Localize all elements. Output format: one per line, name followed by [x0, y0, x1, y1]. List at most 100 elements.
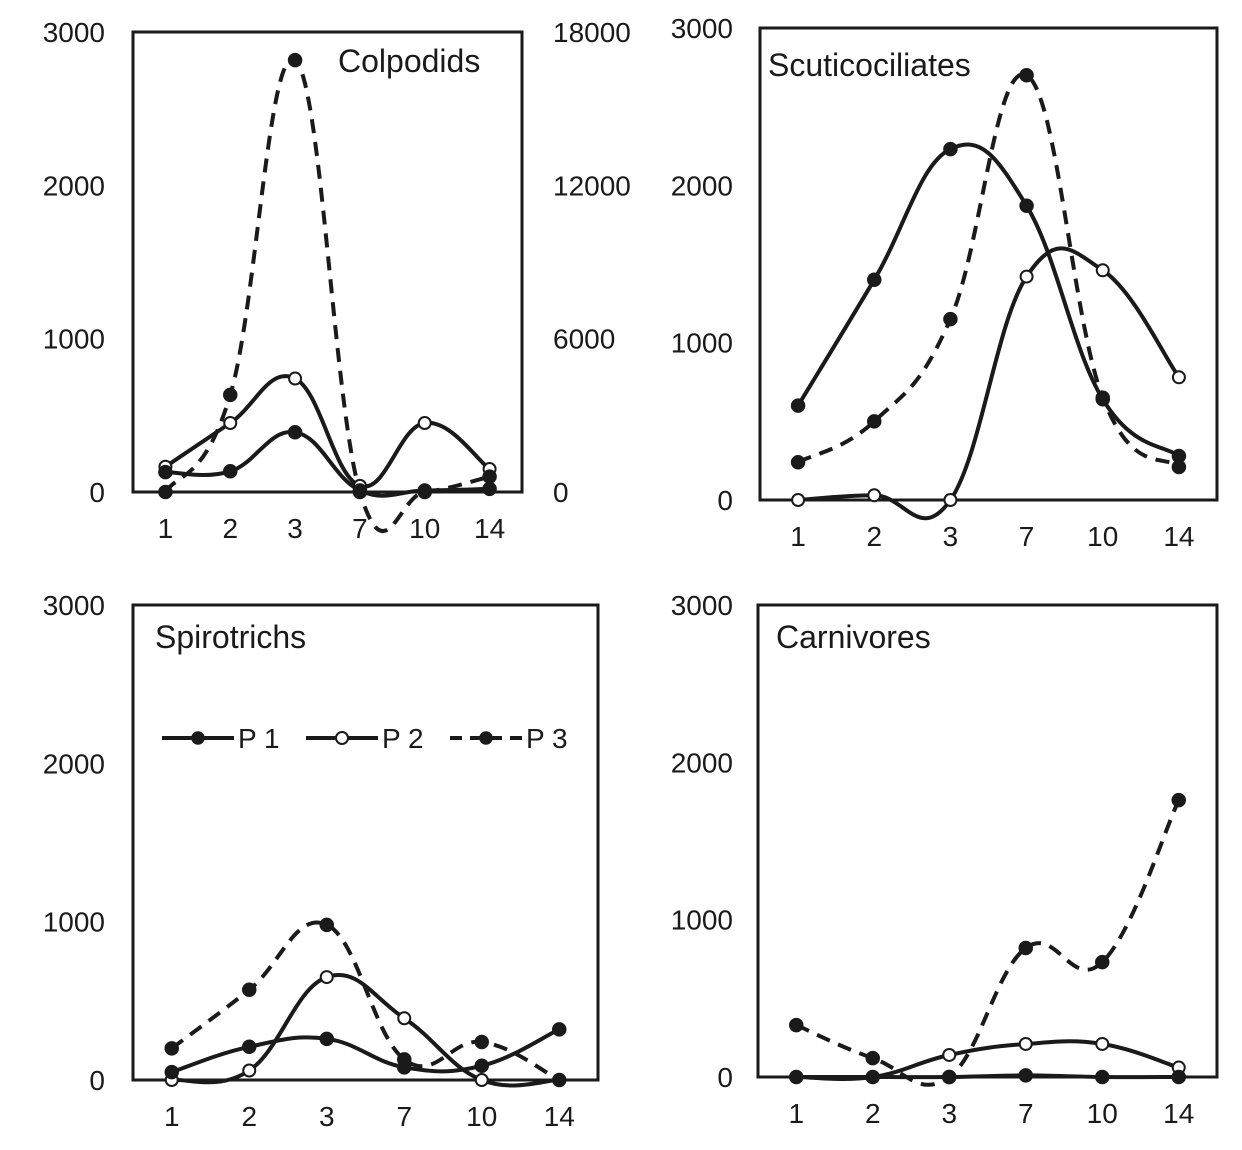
panel-carnivores: Carnivores 0 1000 2000 3000 1 2 3 7 10 14: [671, 590, 1219, 1129]
data-point-p-3: [287, 52, 303, 68]
data-point-p-2: [1095, 263, 1110, 278]
y-tick-label: 2000: [671, 170, 733, 201]
legend-label-p-3: P 3: [526, 723, 568, 754]
data-point-p-1: [552, 1022, 567, 1037]
y-tick-label: 1000: [671, 328, 733, 359]
y2-tick-label: 12000: [553, 170, 631, 201]
x-tick-label: 2: [222, 513, 238, 544]
y-tick-label: 0: [89, 477, 105, 508]
data-point-p-3: [352, 484, 368, 500]
y-tick-label: 3000: [43, 17, 105, 48]
data-point-p-3: [1018, 940, 1033, 956]
data-point-p-1: [287, 424, 303, 440]
series-line-p-3: [797, 72, 1181, 469]
y-tick-label: 0: [717, 485, 733, 516]
x-tick-label: 1: [790, 521, 806, 552]
x-tick-label: 7: [352, 513, 368, 544]
data-point-p-3: [942, 1069, 957, 1085]
plot-frame: [131, 603, 600, 1082]
data-point-p-2: [242, 1063, 257, 1078]
data-point-p-2: [942, 1047, 957, 1062]
x-tick-label: 2: [865, 1098, 881, 1129]
data-point-p-3: [242, 982, 257, 997]
panel-title: Spirotrichs: [155, 619, 306, 655]
data-point-p-3: [397, 1052, 412, 1067]
data-point-p-1: [943, 141, 958, 157]
data-point-p-2: [1095, 1036, 1110, 1051]
data-point-p-3: [319, 917, 334, 933]
data-point-p-2: [223, 416, 238, 430]
data-point-p-1: [242, 1039, 257, 1054]
data-point-p-3: [865, 1050, 880, 1066]
data-point-p-3: [1171, 792, 1186, 808]
x-tick-label: 7: [1018, 1098, 1034, 1129]
data-point-p-3: [223, 387, 238, 403]
legend-label-p-1: P 1: [238, 723, 280, 754]
data-point-p-1: [223, 464, 238, 479]
data-point-p-3: [1095, 954, 1110, 970]
data-point-p-1: [482, 481, 497, 497]
series-line-p-2: [794, 1039, 1181, 1081]
data-point-p-1: [474, 1058, 489, 1073]
data-point-p-3: [790, 454, 806, 470]
x-tick-label: 10: [1087, 1098, 1118, 1129]
data-point-p-2: [319, 970, 334, 985]
y2-tick-label: 18000: [553, 17, 631, 48]
x-tick-label: 7: [396, 1101, 412, 1132]
data-point-p-2: [474, 1073, 489, 1087]
data-point-p-1: [1095, 1069, 1110, 1085]
data-point-p-3: [417, 484, 432, 500]
data-point-p-1: [1171, 1069, 1186, 1085]
data-point-p-2: [943, 493, 958, 507]
data-point-p-3: [482, 469, 497, 484]
y-tick-label: 1000: [43, 324, 105, 355]
y-tick-label: 1000: [671, 905, 733, 936]
data-point-p-1: [319, 1031, 334, 1047]
data-point-p-1: [164, 1064, 179, 1080]
data-point-p-3: [867, 414, 882, 429]
x-tick-label: 1: [164, 1101, 180, 1132]
data-point-p-3: [1171, 459, 1187, 475]
y-tick-label: 2000: [43, 170, 105, 201]
data-point-p-2: [417, 416, 432, 430]
x-tick-label: 2: [241, 1101, 257, 1132]
y2-tick-label: 0: [553, 477, 569, 508]
data-point-p-3: [158, 484, 173, 500]
x-tick-label: 14: [474, 513, 505, 544]
plot-frame: [756, 603, 1219, 1079]
y-tick-label: 3000: [671, 13, 733, 44]
series-line-p-1: [169, 1027, 562, 1075]
x-tick-label: 3: [287, 513, 303, 544]
y-tick-label: 2000: [43, 748, 105, 779]
y-tick-label: 2000: [671, 747, 733, 778]
data-point-p-2: [397, 1011, 412, 1026]
x-tick-label: 14: [544, 1101, 575, 1132]
panel-colpodids: Colpodids 0 1000 2000 3000 0 6000 12000 18000 1 2 3…: [43, 17, 631, 544]
legend-label-p-2: P 2: [382, 723, 424, 754]
panel-scuticociliates: Scuticociliates 0 1000 2000 3000 1 2 3 7 10 14: [671, 13, 1219, 552]
x-tick-label: 14: [1163, 1098, 1194, 1129]
data-point-p-2: [1171, 370, 1186, 385]
data-point-p-1: [867, 272, 882, 287]
y-tick-label: 1000: [43, 907, 105, 938]
panel-title: Colpodids: [338, 43, 480, 79]
series-line-p-2: [796, 246, 1181, 521]
data-point-p-1: [1018, 1068, 1033, 1083]
data-point-p-3: [474, 1034, 489, 1050]
x-tick-label: 3: [943, 521, 959, 552]
series-line-p-3: [795, 799, 1181, 1087]
legend: P 1 P 2 P 3: [162, 723, 568, 754]
plot-frame: [131, 30, 524, 494]
series-line-p-2: [163, 374, 492, 489]
y-tick-label: 0: [89, 1065, 105, 1096]
panel-title: Scuticociliates: [768, 47, 971, 83]
y-tick-label: 0: [717, 1062, 733, 1093]
data-point-p-1: [790, 398, 806, 413]
plot-frame: [758, 26, 1219, 502]
data-point-p-2: [288, 371, 303, 386]
data-point-p-2: [867, 488, 882, 503]
x-tick-label: 10: [466, 1101, 497, 1132]
x-tick-label: 10: [1087, 521, 1118, 552]
legend-marker-p-3: [479, 731, 493, 745]
